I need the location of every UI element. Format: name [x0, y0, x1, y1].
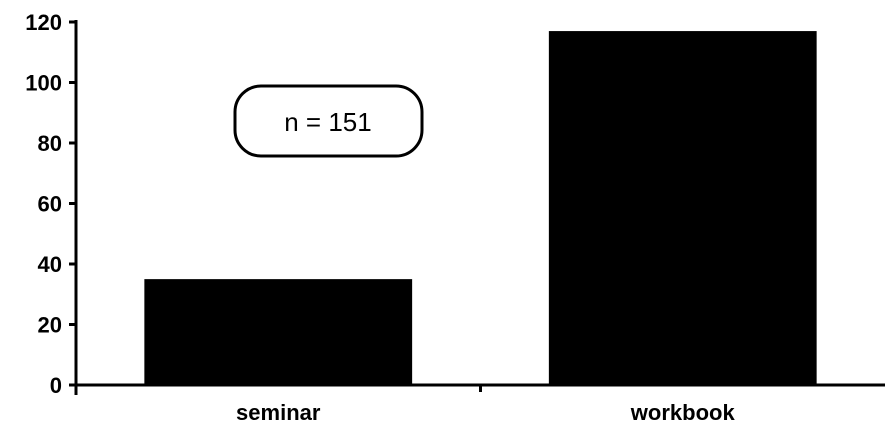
- bars: [144, 31, 817, 385]
- y-tick-label: 100: [25, 71, 62, 96]
- bar-seminar: [144, 279, 413, 385]
- y-tick-label: 20: [38, 313, 62, 338]
- y-axis-ticks: 0 20 40 60 80 100 120: [25, 10, 76, 398]
- y-tick-label: 120: [25, 10, 62, 35]
- x-tick-label: seminar: [236, 400, 321, 425]
- annotation-text: n = 151: [284, 107, 371, 137]
- y-tick-label: 40: [38, 252, 62, 277]
- y-tick-label: 0: [50, 373, 62, 398]
- bar-workbook: [548, 31, 817, 385]
- y-tick-label: 80: [38, 131, 62, 156]
- annotation-box: [233, 84, 424, 158]
- x-axis-labels: seminar workbook: [236, 400, 735, 425]
- y-tick-label: 60: [38, 192, 62, 217]
- sample-size-annotation: n = 151: [233, 84, 424, 158]
- x-tick-label: workbook: [630, 400, 736, 425]
